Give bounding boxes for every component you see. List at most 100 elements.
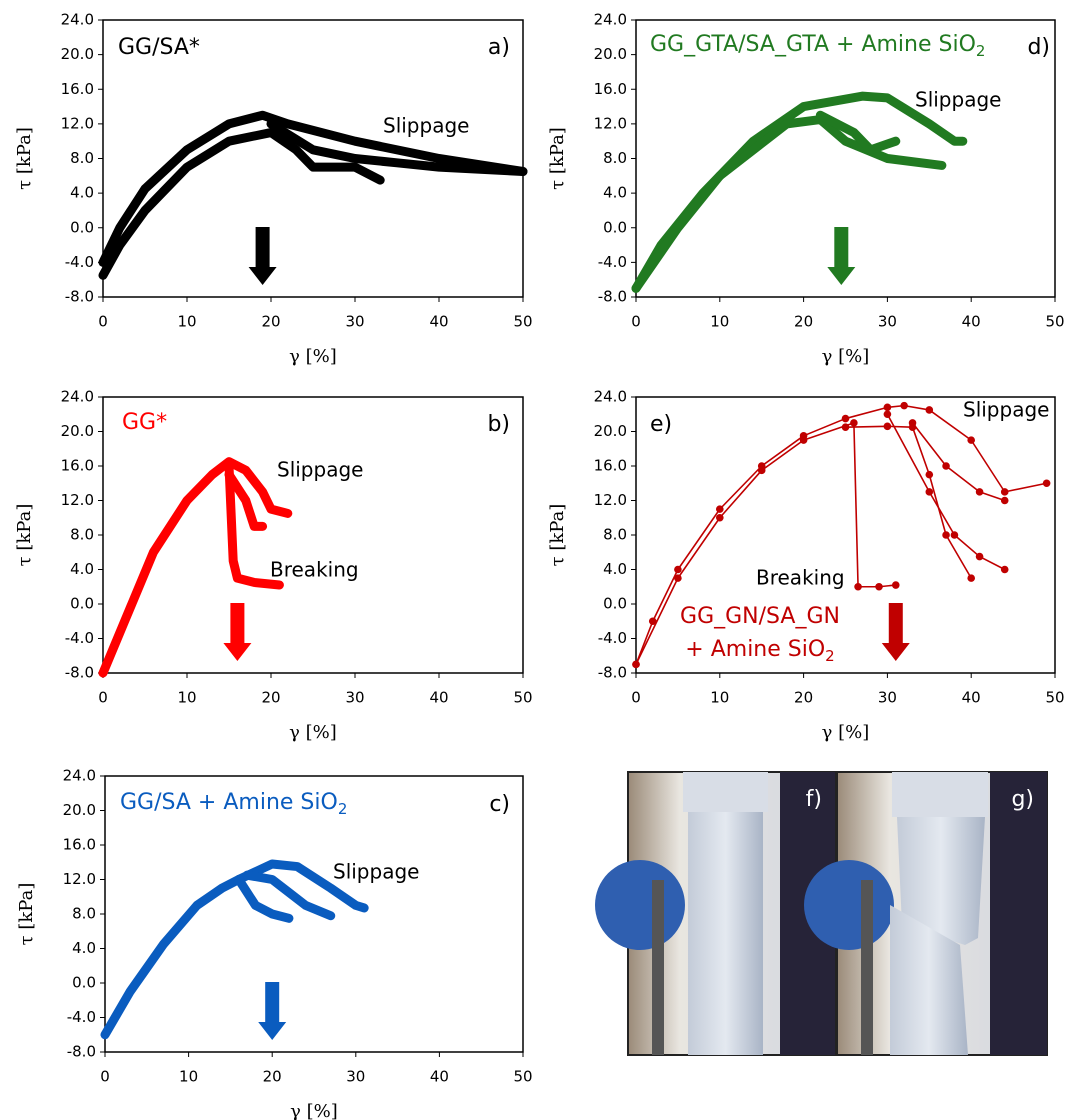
y-tick-label: -8.0 <box>598 664 627 682</box>
title-subscript: 2 <box>338 800 348 818</box>
data-point <box>799 436 808 444</box>
y-tick-label: 4.0 <box>72 939 96 957</box>
x-tick-label: 10 <box>177 313 196 331</box>
photo-label: g) <box>1011 787 1034 812</box>
title-text: GG_GTA/SA_GTA + Amine SiO <box>650 32 976 57</box>
y-tick-label: 24.0 <box>594 388 627 406</box>
data-point <box>925 470 934 479</box>
y-tick-label: 24.0 <box>61 11 94 29</box>
photo-g: g) <box>804 771 1048 1056</box>
data-point <box>1000 496 1009 505</box>
panel-title: GG_GTA/SA_GTA + Amine SiO2 <box>650 32 985 60</box>
plot-frame <box>104 775 524 1053</box>
y-tick-label: 8.0 <box>603 149 627 167</box>
annotation: Slippage <box>963 398 1049 422</box>
y-tick-label: 0.0 <box>72 974 96 992</box>
data-point <box>1000 565 1009 574</box>
data-point <box>674 565 682 574</box>
panel-label: d) <box>1027 35 1050 60</box>
y-tick-label: 24.0 <box>61 388 94 406</box>
annotation: Breaking <box>270 558 359 582</box>
y-tick-label: 20.0 <box>61 45 94 63</box>
data-point <box>967 574 975 582</box>
y-tick-label: -8.0 <box>598 288 627 306</box>
annotation: Breaking <box>756 566 845 590</box>
x-tick-label: 40 <box>962 689 981 707</box>
title-subscript: 2 <box>825 647 835 665</box>
x-axis-label: γ [%] <box>290 1101 338 1120</box>
y-tick-label: 4.0 <box>603 560 627 578</box>
x-tick-label: 10 <box>710 313 729 331</box>
x-tick-label: 20 <box>794 313 813 331</box>
x-tick-label: 40 <box>429 689 448 707</box>
data-point <box>716 513 724 522</box>
x-tick-label: 0 <box>98 313 108 331</box>
y-tick-label: 8.0 <box>603 526 627 544</box>
data-point <box>883 410 892 419</box>
y-tick-label: 20.0 <box>594 422 627 440</box>
data-line <box>224 470 268 531</box>
x-axis-label: γ [%] <box>822 722 870 743</box>
x-tick-label: 40 <box>429 313 448 331</box>
data-point <box>875 582 883 591</box>
y-tick-label: 16.0 <box>594 80 627 98</box>
x-tick-label: 0 <box>631 313 641 331</box>
data-line <box>234 875 294 923</box>
y-tick-label: 12.0 <box>594 114 627 132</box>
x-tick-label: 50 <box>1045 313 1064 331</box>
y-tick-label: 8.0 <box>70 149 94 167</box>
chart-panel: -8.0 -4.0 0.0 4.0 8.0 12.0 16.0 20.0 24.0 0 10 20 30… <box>16 767 533 1120</box>
arrow <box>248 227 277 285</box>
arrow <box>258 982 287 1040</box>
arrow <box>223 603 252 661</box>
data-point <box>1042 479 1051 488</box>
panel-title: GG/SA + Amine SiO2 <box>120 790 347 818</box>
chart-panel: -8.0 -4.0 0.0 4.0 8.0 12.0 16.0 20.0 24.0 0 10 20 30… <box>547 11 1065 368</box>
x-tick-label: 10 <box>177 689 196 707</box>
x-tick-label: 30 <box>878 313 897 331</box>
panel-title: GG_GN/SA_GN <box>680 604 840 629</box>
x-tick-label: 30 <box>878 689 897 707</box>
x-tick-label: 20 <box>261 689 280 707</box>
y-tick-label: 16.0 <box>61 80 94 98</box>
data-point <box>648 617 657 626</box>
x-tick-label: 50 <box>513 1068 532 1086</box>
y-axis-label: τ [kPa] <box>547 127 568 190</box>
x-tick-label: 30 <box>345 689 364 707</box>
x-tick-label: 50 <box>1045 689 1064 707</box>
y-tick-label: 24.0 <box>63 767 96 785</box>
title-text: GG* <box>122 410 167 435</box>
y-tick-label: -4.0 <box>598 253 627 271</box>
title-subscript: 2 <box>976 42 986 60</box>
data-line <box>224 461 284 590</box>
y-tick-label: 4.0 <box>603 184 627 202</box>
data-point <box>841 414 850 423</box>
plot-frame <box>635 396 1056 674</box>
data-line <box>815 110 901 155</box>
x-tick-label: 0 <box>98 689 108 707</box>
photo-label: f) <box>806 787 822 812</box>
y-axis-label: τ [kPa] <box>14 504 35 567</box>
chart-panel: -8.0 -4.0 0.0 4.0 8.0 12.0 16.0 20.0 24.0 0 10 20 30… <box>547 388 1065 744</box>
data-line <box>911 422 1006 502</box>
panel-label: a) <box>488 35 510 60</box>
panel-title: + Amine SiO2 <box>685 637 834 665</box>
data-point <box>757 466 766 475</box>
arrow <box>827 227 856 285</box>
y-tick-label: -8.0 <box>67 1043 96 1061</box>
data-point <box>942 462 950 470</box>
x-axis-label: γ [%] <box>289 346 337 367</box>
y-axis-label: τ [kPa] <box>16 883 37 946</box>
y-tick-label: 12.0 <box>63 870 96 888</box>
y-tick-label: 24.0 <box>594 11 627 29</box>
data-point <box>883 422 892 431</box>
y-tick-label: 0.0 <box>70 218 94 236</box>
data-point <box>942 531 950 539</box>
y-tick-label: -8.0 <box>65 288 94 306</box>
data-line <box>844 425 972 579</box>
data-point <box>841 423 850 431</box>
panel-title: GG/SA* <box>118 35 200 60</box>
x-axis-label: γ [%] <box>289 722 337 743</box>
title-text: GG/SA* <box>118 35 200 60</box>
